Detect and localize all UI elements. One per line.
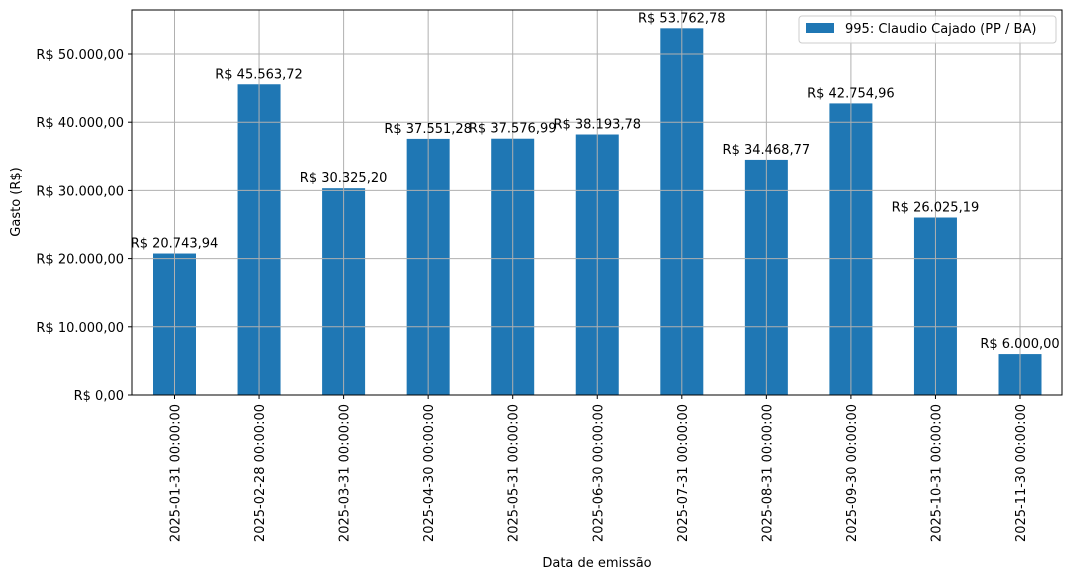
bar-value-label: R$ 26.025,19: [892, 201, 980, 216]
x-tick-label: 2025-09-30 00:00:00: [845, 404, 860, 542]
bar-value-label: R$ 20.743,94: [131, 237, 219, 252]
y-tick-label: R$ 30.000,00: [36, 184, 124, 199]
bar-value-label: R$ 30.325,20: [300, 171, 388, 186]
y-tick-label: R$ 50.000,00: [36, 48, 124, 63]
y-tick-label: R$ 40.000,00: [36, 116, 124, 131]
x-tick-label: 2025-08-31 00:00:00: [760, 404, 775, 542]
y-axis: R$ 0,00 R$ 10.000,00 R$ 20.000,00 R$ 30.000…: [36, 48, 132, 404]
legend-label: 995: Claudio Cajado (PP / BA): [845, 22, 1036, 37]
y-tick-label: R$ 10.000,00: [36, 321, 124, 336]
bar-value-label: R$ 38.193,78: [553, 118, 641, 133]
x-tick-label: 2025-06-30 00:00:00: [591, 404, 606, 542]
legend-swatch: [806, 23, 834, 33]
x-tick-label: 2025-01-31 00:00:00: [169, 404, 184, 542]
bar-value-labels: R$ 20.743,94 R$ 45.563,72 R$ 30.325,20 R$ 3…: [131, 11, 1060, 352]
x-tick-label: 2025-07-31 00:00:00: [676, 404, 691, 542]
bar-value-label: R$ 53.762,78: [638, 11, 726, 26]
x-axis: 2025-01-31 00:00:00 2025-02-28 00:00:00 20…: [169, 395, 1029, 542]
x-tick-label: 2025-11-30 00:00:00: [1014, 404, 1029, 542]
x-tick-label: 2025-03-31 00:00:00: [338, 404, 353, 542]
x-tick-label: 2025-10-31 00:00:00: [929, 404, 944, 542]
bar-value-label: R$ 37.576,99: [469, 122, 557, 137]
x-tick-label: 2025-04-30 00:00:00: [422, 404, 437, 542]
x-tick-label: 2025-02-28 00:00:00: [253, 404, 268, 542]
legend-box: [798, 15, 1057, 44]
bar-value-label: R$ 45.563,72: [215, 67, 303, 82]
y-axis-title: Gasto (R$): [9, 167, 24, 236]
y-tick-label: R$ 20.000,00: [36, 253, 124, 268]
x-tick-label: 2025-05-31 00:00:00: [507, 404, 522, 542]
y-tick-label: R$ 0,00: [74, 389, 124, 404]
bar-value-label: R$ 42.754,96: [807, 86, 895, 101]
bar-value-label: R$ 34.468,77: [723, 143, 811, 158]
x-axis-title: Data de emissão: [542, 556, 651, 571]
bar-value-label: R$ 6.000,00: [980, 337, 1059, 352]
legend: 995: Claudio Cajado (PP / BA): [798, 15, 1057, 44]
bar-value-label: R$ 37.551,28: [384, 122, 472, 137]
